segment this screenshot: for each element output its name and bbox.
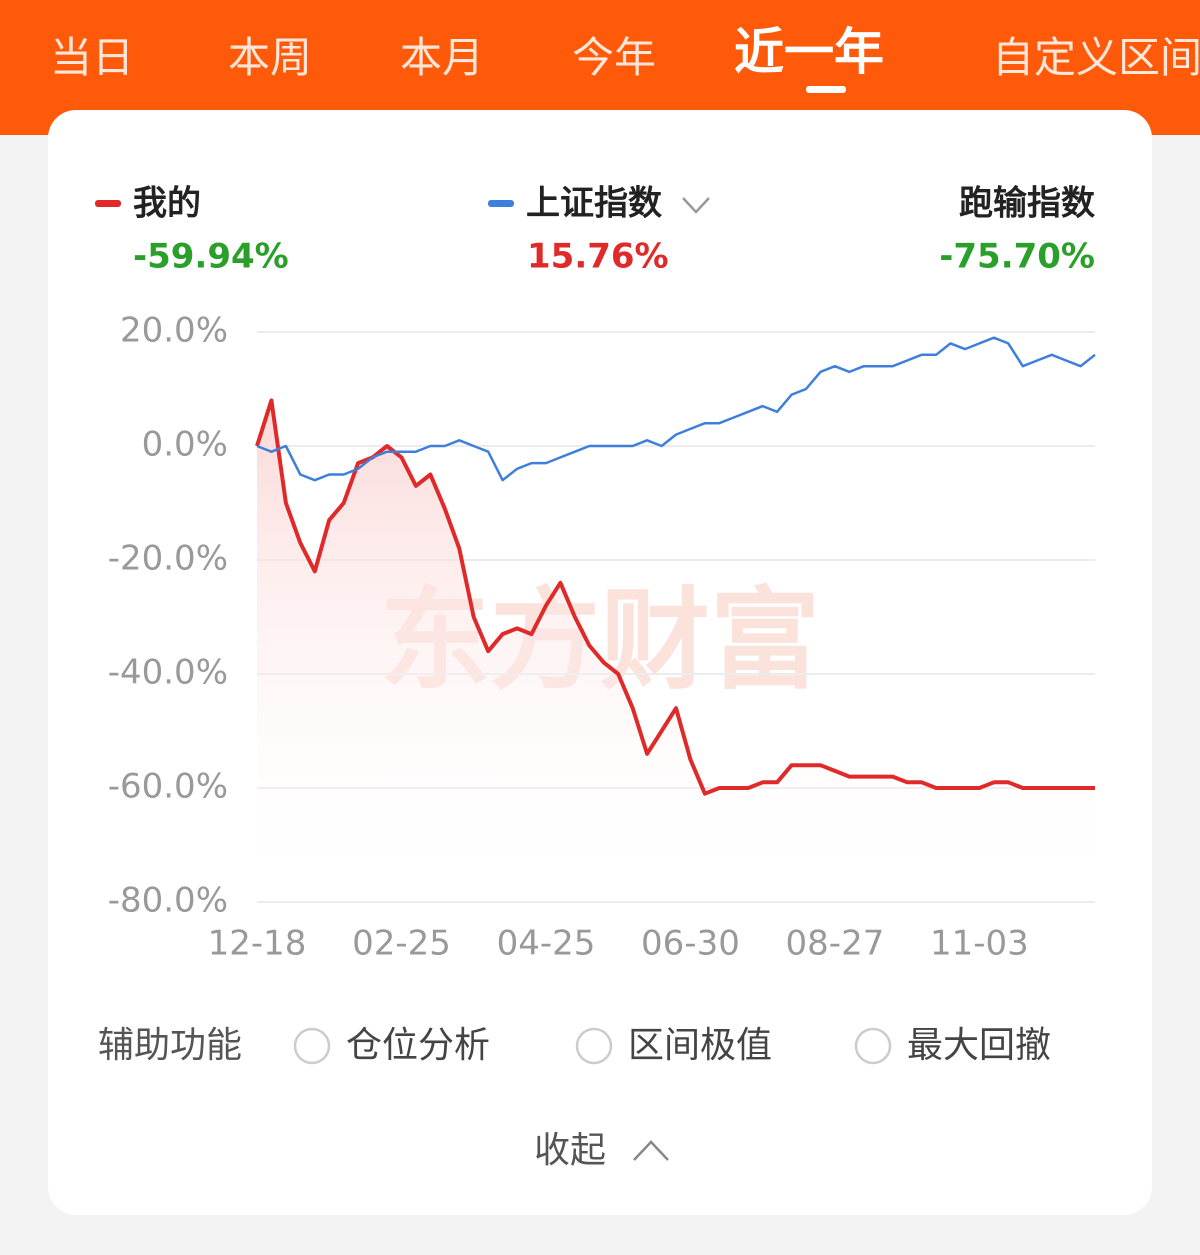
legend-swatch — [488, 200, 514, 207]
x-tick-label: 11-03 — [930, 924, 1029, 964]
summary-value: 15.76% — [527, 237, 669, 277]
x-tick-label: 04-25 — [497, 924, 596, 964]
tab[interactable]: 近一年 — [734, 23, 884, 81]
x-tick-label: 12-18 — [208, 924, 307, 964]
gap-value: -75.70% — [939, 237, 1095, 277]
x-tick-label: 06-30 — [641, 924, 740, 964]
legend-label: 上证指数 — [526, 184, 662, 224]
legend-label: 我的 — [133, 184, 201, 224]
radio[interactable] — [575, 1027, 613, 1065]
tab[interactable]: 当日 — [50, 33, 135, 82]
tab[interactable]: 本周 — [228, 33, 313, 82]
dropdown-icon[interactable] — [682, 197, 710, 214]
y-tick-label: 20.0% — [120, 311, 228, 351]
x-tick-label: 08-27 — [786, 924, 885, 964]
y-tick-label: 0.0% — [142, 425, 228, 465]
y-tick-label: -40.0% — [108, 653, 228, 693]
summary-value: -59.94% — [133, 237, 289, 277]
radio[interactable] — [854, 1027, 892, 1065]
tool-option[interactable]: 最大回撤 — [907, 1025, 1051, 1066]
tab[interactable]: 本月 — [400, 33, 485, 82]
y-tick-label: -60.0% — [108, 767, 228, 807]
tab[interactable]: 自定义区间 — [992, 33, 1200, 82]
tool-option[interactable]: 区间极值 — [628, 1025, 772, 1066]
tool-option[interactable]: 仓位分析 — [346, 1025, 490, 1066]
collapse-icon[interactable] — [633, 1140, 669, 1161]
x-tick-label: 02-25 — [352, 924, 451, 964]
tools-label: 辅助功能 — [98, 1025, 242, 1066]
radio[interactable] — [293, 1027, 331, 1065]
y-tick-label: -20.0% — [108, 539, 228, 579]
line — [255, 398, 1095, 796]
y-tick-label: -80.0% — [108, 881, 228, 921]
legend-swatch — [95, 200, 121, 207]
line — [256, 336, 1096, 482]
gap-label: 跑输指数 — [959, 184, 1095, 224]
tab[interactable]: 今年 — [572, 33, 657, 82]
collapse-button[interactable]: 收起 — [534, 1130, 606, 1171]
tab-underline — [806, 86, 846, 93]
